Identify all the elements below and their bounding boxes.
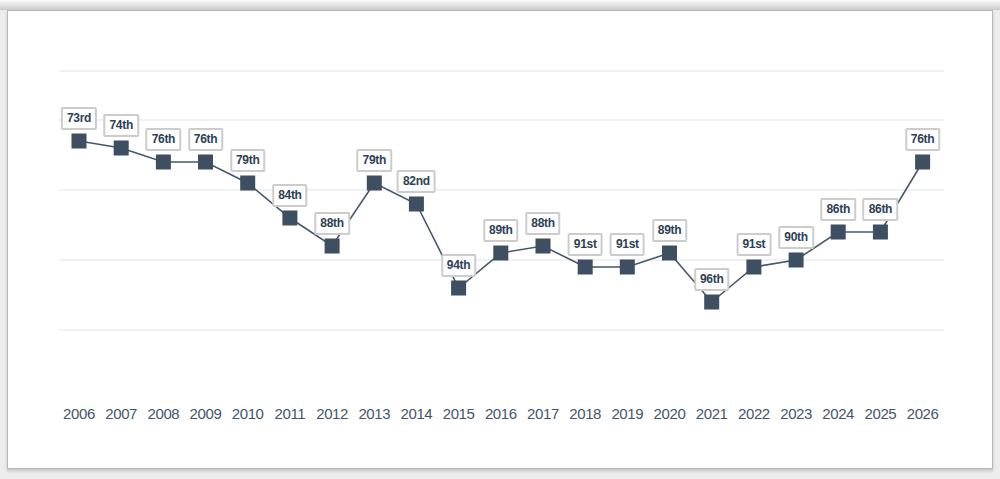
data-point-label: 84th — [272, 184, 307, 207]
data-point-marker[interactable] — [409, 197, 424, 212]
data-point-marker[interactable] — [578, 260, 593, 275]
data-point-label: 79th — [357, 149, 392, 172]
x-axis-label: 2010 — [226, 405, 270, 422]
x-axis-label: 2019 — [605, 405, 649, 422]
data-point-label: 96th — [694, 268, 729, 291]
x-axis-label: 2008 — [141, 405, 185, 422]
data-point-label: 88th — [525, 212, 560, 235]
x-axis-label: 2024 — [816, 405, 860, 422]
x-axis-label: 2025 — [858, 405, 902, 422]
data-point-marker[interactable] — [493, 246, 508, 261]
x-axis-label: 2023 — [774, 405, 818, 422]
line-chart: 73rd74th76th76th79th84th88th79th82nd94th… — [8, 11, 992, 468]
x-axis-label: 2014 — [394, 405, 438, 422]
x-axis-label: 2013 — [352, 405, 396, 422]
data-point-marker[interactable] — [789, 253, 804, 268]
data-point-label: 89th — [652, 219, 687, 242]
data-point-marker[interactable] — [831, 225, 846, 240]
data-point-marker[interactable] — [451, 281, 466, 296]
data-point-label: 88th — [314, 212, 349, 235]
data-point-marker[interactable] — [704, 295, 719, 310]
data-point-label: 91st — [568, 233, 603, 256]
data-point-marker[interactable] — [240, 176, 255, 191]
data-point-label: 76th — [146, 128, 181, 151]
x-axis-label: 2007 — [99, 405, 143, 422]
data-point-label: 90th — [778, 226, 813, 249]
chart-card: 73rd74th76th76th79th84th88th79th82nd94th… — [7, 10, 993, 469]
data-point-label: 91st — [736, 233, 771, 256]
x-axis-label: 2017 — [521, 405, 565, 422]
page-background: { "page": { "background_color": "#ededed… — [0, 0, 1000, 479]
data-point-marker[interactable] — [114, 141, 129, 156]
data-point-label: 82nd — [397, 170, 436, 193]
x-axis-label: 2026 — [901, 405, 945, 422]
data-point-marker[interactable] — [662, 246, 677, 261]
x-axis-label: 2016 — [479, 405, 523, 422]
data-point-label: 79th — [230, 149, 265, 172]
data-point-marker[interactable] — [282, 211, 297, 226]
data-point-marker[interactable] — [915, 155, 930, 170]
page-top-shadow — [0, 0, 1000, 10]
x-axis-label: 2021 — [690, 405, 734, 422]
data-point-marker[interactable] — [325, 239, 340, 254]
data-point-marker[interactable] — [367, 176, 382, 191]
data-point-label: 76th — [188, 128, 223, 151]
data-point-marker[interactable] — [156, 155, 171, 170]
data-point-marker[interactable] — [746, 260, 761, 275]
data-point-marker[interactable] — [873, 225, 888, 240]
data-point-marker[interactable] — [536, 239, 551, 254]
x-axis-label: 2006 — [57, 405, 101, 422]
data-point-label: 94th — [441, 254, 476, 277]
x-axis-label: 2015 — [437, 405, 481, 422]
x-axis-label: 2009 — [184, 405, 228, 422]
x-axis-label: 2020 — [648, 405, 692, 422]
x-axis-label: 2011 — [268, 405, 312, 422]
data-point-label: 89th — [483, 219, 518, 242]
data-point-marker[interactable] — [198, 155, 213, 170]
data-point-marker[interactable] — [72, 134, 87, 149]
data-point-label: 91st — [610, 233, 645, 256]
data-point-label: 76th — [905, 128, 940, 151]
data-point-marker[interactable] — [620, 260, 635, 275]
data-point-label: 73rd — [61, 107, 97, 130]
data-point-label: 74th — [103, 114, 138, 137]
x-axis-label: 2022 — [732, 405, 776, 422]
x-axis-label: 2012 — [310, 405, 354, 422]
data-point-label: 86th — [863, 198, 898, 221]
x-axis-label: 2018 — [563, 405, 607, 422]
data-point-label: 86th — [820, 198, 855, 221]
